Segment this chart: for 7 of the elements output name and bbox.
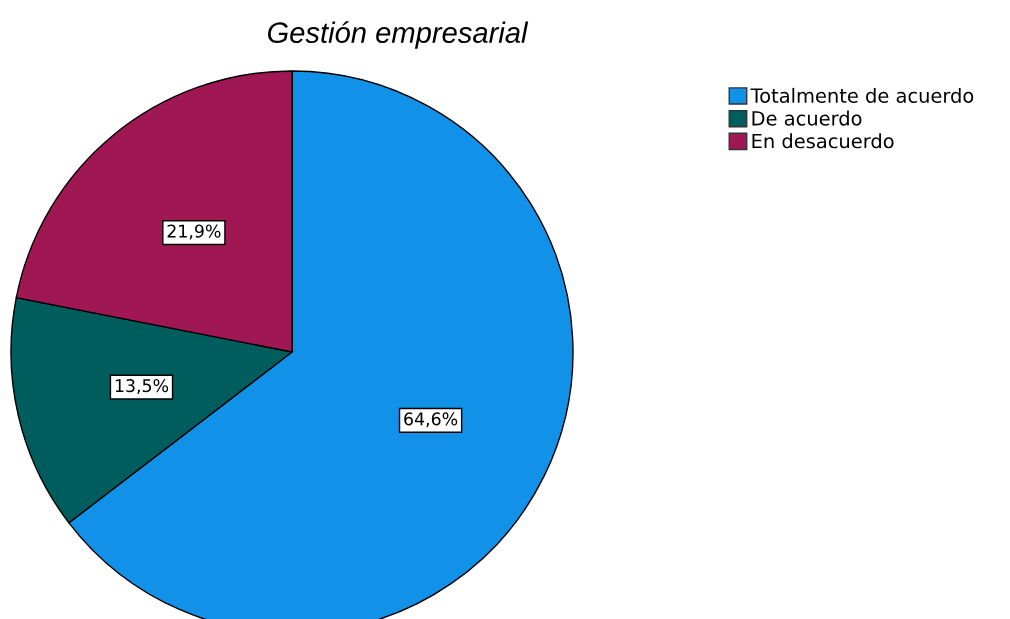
chart-title: Gestión empresarial [267, 21, 529, 49]
legend-label: Totalmente de acuerdo [750, 87, 974, 103]
legend-label: De acuerdo [752, 110, 862, 126]
legend-label: En desacuerdo [752, 133, 894, 149]
data-label: 21,9% [167, 224, 221, 240]
data-label: 64,6% [404, 412, 458, 428]
data-label: 13,5% [115, 379, 169, 394]
